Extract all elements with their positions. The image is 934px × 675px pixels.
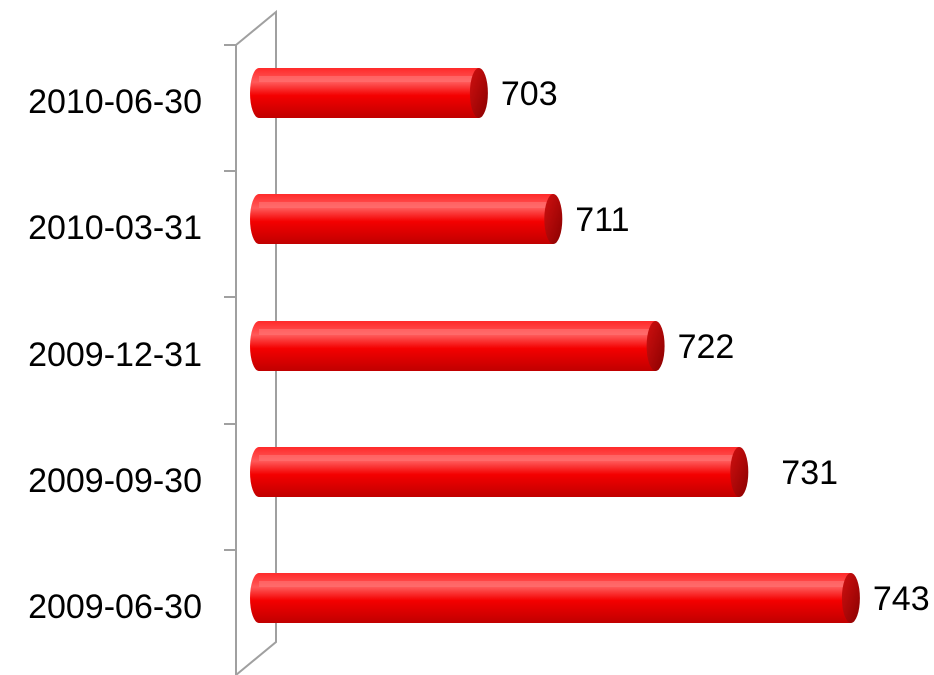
data-label: 743 [873, 580, 930, 618]
category-label: 2009-06-30 [28, 588, 202, 626]
bar-highlight [259, 581, 847, 587]
data-label: 731 [781, 454, 838, 492]
bar-body [250, 321, 656, 371]
bar [250, 321, 665, 371]
bar-highlight [259, 329, 652, 335]
bar-end-cap [469, 68, 488, 118]
bar [250, 68, 488, 118]
category-labels: 2010-06-30 2010-03-31 2009-12-31 2009-09-30… [28, 83, 202, 626]
bar-body [250, 573, 851, 623]
bar-body [250, 68, 479, 118]
data-label: 703 [501, 75, 558, 113]
bar-body [250, 194, 554, 244]
bar-end-cap [544, 194, 563, 244]
bar [250, 194, 563, 244]
bar-highlight [259, 455, 736, 461]
data-label: 711 [575, 201, 629, 239]
category-label: 2009-12-31 [28, 336, 202, 374]
category-label: 2009-09-30 [28, 462, 202, 500]
data-labels: 703 711 722 731 743 [501, 75, 930, 618]
bar-body [250, 447, 740, 497]
axis-ticks [224, 44, 236, 551]
bar-highlight [259, 202, 550, 208]
category-label: 2010-06-30 [28, 83, 202, 121]
bars [250, 68, 860, 623]
bar-end-cap [841, 573, 860, 623]
bar [250, 447, 749, 497]
bar-end-cap [646, 321, 665, 371]
bar-end-cap [730, 447, 749, 497]
data-label: 722 [678, 328, 735, 366]
bar-highlight [259, 76, 475, 82]
bar [250, 573, 860, 623]
category-label: 2010-03-31 [28, 209, 202, 247]
